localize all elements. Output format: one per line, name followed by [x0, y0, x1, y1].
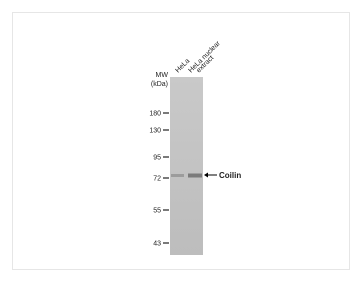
blot [170, 77, 203, 255]
marker-label: 55 [153, 208, 161, 215]
marker-label: 130 [149, 128, 161, 135]
page: {"mw_label": ["MW", "(kDa)"], "lanes": [… [0, 0, 362, 277]
marker-label: 43 [153, 241, 161, 248]
figure: MW (kDa) HeLa HeLa nuclear extract 18013… [0, 0, 362, 277]
marker-label: 95 [153, 155, 161, 162]
band-label: Coilin [219, 171, 241, 180]
body: MW (kDa) HeLa HeLa nuclear extract 18013… [0, 0, 362, 277]
band [171, 174, 184, 177]
band [188, 174, 202, 178]
mw-label: MW [156, 72, 169, 79]
mw-label: (kDa) [151, 81, 168, 88]
marker-label: 180 [149, 111, 161, 118]
marker-label: 72 [153, 176, 161, 183]
